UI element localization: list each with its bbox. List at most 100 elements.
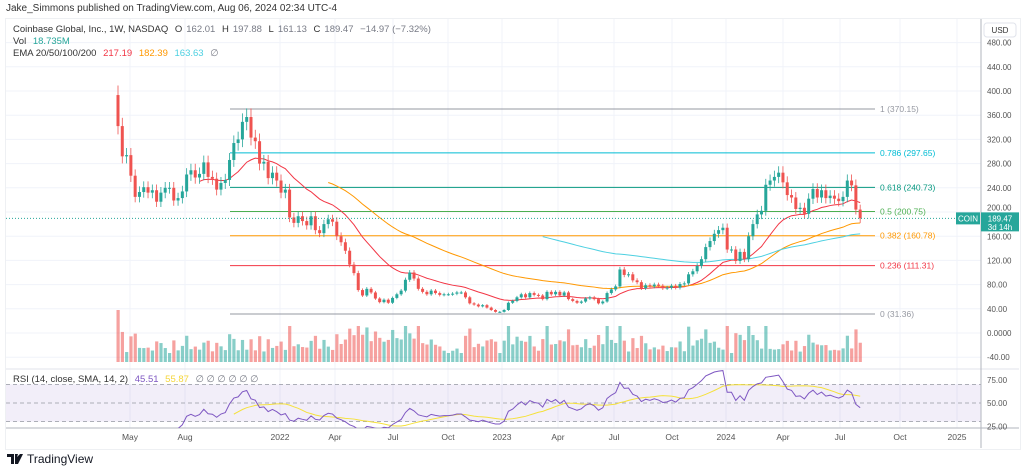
volume-bar	[219, 346, 223, 362]
candle-body	[463, 292, 467, 298]
candle-body	[125, 155, 129, 157]
price-tick-label: 120.00	[987, 256, 1012, 265]
close-label: C	[313, 24, 321, 35]
candle	[729, 246, 733, 253]
price-tick-label: 360.00	[987, 111, 1012, 120]
candle	[331, 214, 334, 227]
volume-bar	[695, 340, 699, 362]
candle-body	[451, 293, 455, 295]
candle-body	[481, 305, 485, 307]
volume-bar	[365, 327, 369, 362]
candle	[270, 166, 274, 185]
volume-bar	[215, 342, 219, 362]
candle-body	[558, 291, 562, 296]
candle-body	[425, 291, 429, 295]
candle-body	[155, 190, 159, 202]
candle	[532, 291, 536, 297]
volume-bar	[815, 344, 819, 362]
candle	[296, 211, 300, 228]
candle-body	[485, 305, 489, 308]
candle-body	[631, 274, 635, 281]
volume-bar	[322, 339, 326, 362]
candle	[442, 292, 446, 297]
rsi-label: RSI (14, close, SMA, 14, 2)	[13, 374, 129, 385]
ema-legend[interactable]: EMA 20/50/100/200 217.19 182.39 163.63 ∅	[13, 48, 223, 59]
candle-body	[562, 292, 566, 296]
candle-body	[549, 291, 553, 295]
volume-bar	[433, 344, 438, 362]
candle-body	[455, 292, 459, 294]
volume-bar	[167, 353, 172, 362]
time-tick-label: Apr	[328, 432, 341, 442]
candle-body	[627, 274, 631, 276]
tradingview-logo[interactable]: TradingView	[7, 452, 93, 466]
candle	[416, 276, 420, 291]
candle	[528, 291, 532, 299]
candle	[146, 181, 150, 199]
volume-bar	[832, 349, 837, 362]
volume-bar	[266, 339, 270, 362]
volume-bar	[494, 341, 498, 362]
candle	[562, 290, 566, 297]
candle	[386, 298, 390, 304]
publisher-line: Jake_Simmons published on TradingView.co…	[6, 3, 338, 14]
volume-bar	[361, 334, 365, 362]
candle-body	[755, 214, 759, 225]
candle	[785, 176, 789, 201]
candle	[228, 153, 232, 187]
candle-body	[828, 195, 832, 199]
candle	[172, 181, 176, 206]
volume-bar	[742, 340, 747, 362]
volume-bar	[807, 334, 811, 362]
candle	[283, 183, 287, 199]
volume-bar	[858, 342, 862, 362]
candle-body	[794, 197, 798, 209]
candle-body	[386, 299, 390, 303]
currency-button	[983, 22, 1017, 38]
candle-body	[129, 155, 133, 176]
candle	[802, 202, 806, 219]
volume-bar	[614, 343, 618, 362]
volume-bar	[820, 345, 824, 362]
candle	[631, 271, 635, 283]
time-tick-label: May	[122, 432, 139, 442]
candle	[120, 117, 124, 164]
candle	[820, 184, 824, 203]
chart-frame[interactable]	[5, 18, 1021, 450]
volume-bar	[356, 326, 360, 362]
candle	[558, 290, 562, 297]
candle-body	[790, 195, 794, 198]
candle	[678, 282, 682, 290]
candle-body	[288, 189, 292, 218]
candle-body	[283, 189, 287, 193]
candle	[236, 131, 240, 151]
candle	[571, 297, 575, 303]
volume-bar	[163, 348, 167, 362]
candle-body	[536, 294, 540, 296]
volume-bar	[790, 350, 794, 362]
volume-bar	[648, 349, 652, 362]
rsi-legend[interactable]: RSI (14, close, SMA, 14, 2) 45.51 55.87 …	[13, 374, 262, 385]
candle	[468, 295, 472, 305]
volume-bar	[198, 349, 202, 362]
candle-body	[614, 286, 618, 290]
candle-body	[133, 175, 137, 197]
volume-legend[interactable]: Vol 18.735M	[13, 36, 74, 47]
candle	[288, 183, 292, 223]
candle	[661, 283, 665, 291]
volume-bar	[459, 353, 463, 362]
volume-bar	[412, 338, 416, 362]
candle-body	[674, 285, 678, 288]
rsi-line	[177, 370, 861, 428]
candle	[258, 133, 262, 171]
volume-bar	[275, 345, 279, 362]
candle	[545, 290, 549, 301]
volume-bar	[120, 331, 124, 362]
volume-bar	[382, 341, 386, 362]
volume-bar	[429, 339, 433, 362]
volume-bar	[300, 347, 305, 362]
candle-body	[429, 290, 433, 295]
candle	[596, 297, 600, 305]
candle-body	[120, 126, 124, 157]
